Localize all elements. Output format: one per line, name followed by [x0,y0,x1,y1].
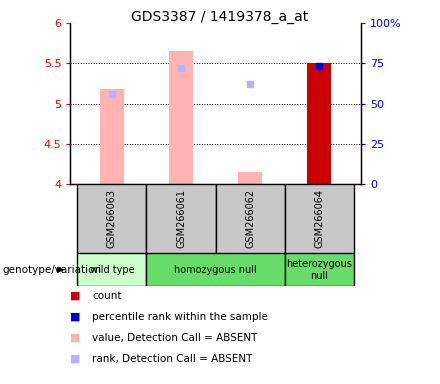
Text: ■: ■ [70,333,81,343]
Bar [169,51,193,184]
Text: count: count [92,291,122,301]
Text: GDS3387 / 1419378_a_at: GDS3387 / 1419378_a_at [132,10,308,23]
Text: rank, Detection Call = ABSENT: rank, Detection Call = ABSENT [92,354,253,364]
Text: heterozygous
null: heterozygous null [286,259,352,281]
Bar [216,184,285,253]
Text: ■: ■ [70,354,81,364]
Text: GSM266062: GSM266062 [245,189,255,248]
Bar [238,172,262,184]
Bar [285,253,354,286]
Text: genotype/variation: genotype/variation [2,265,101,275]
Bar [147,253,285,286]
Bar [147,184,216,253]
Text: GSM266061: GSM266061 [176,189,186,248]
Bar [100,89,124,184]
Text: GSM266064: GSM266064 [314,189,324,248]
Bar [307,63,331,184]
Text: percentile rank within the sample: percentile rank within the sample [92,312,268,322]
Bar [285,184,354,253]
Bar [77,184,147,253]
Text: ■: ■ [70,312,81,322]
Text: GSM266063: GSM266063 [107,189,117,248]
Text: ■: ■ [70,291,81,301]
Text: value, Detection Call = ABSENT: value, Detection Call = ABSENT [92,333,258,343]
Text: homozygous null: homozygous null [174,265,257,275]
Text: wild type: wild type [90,265,134,275]
Bar [77,253,147,286]
